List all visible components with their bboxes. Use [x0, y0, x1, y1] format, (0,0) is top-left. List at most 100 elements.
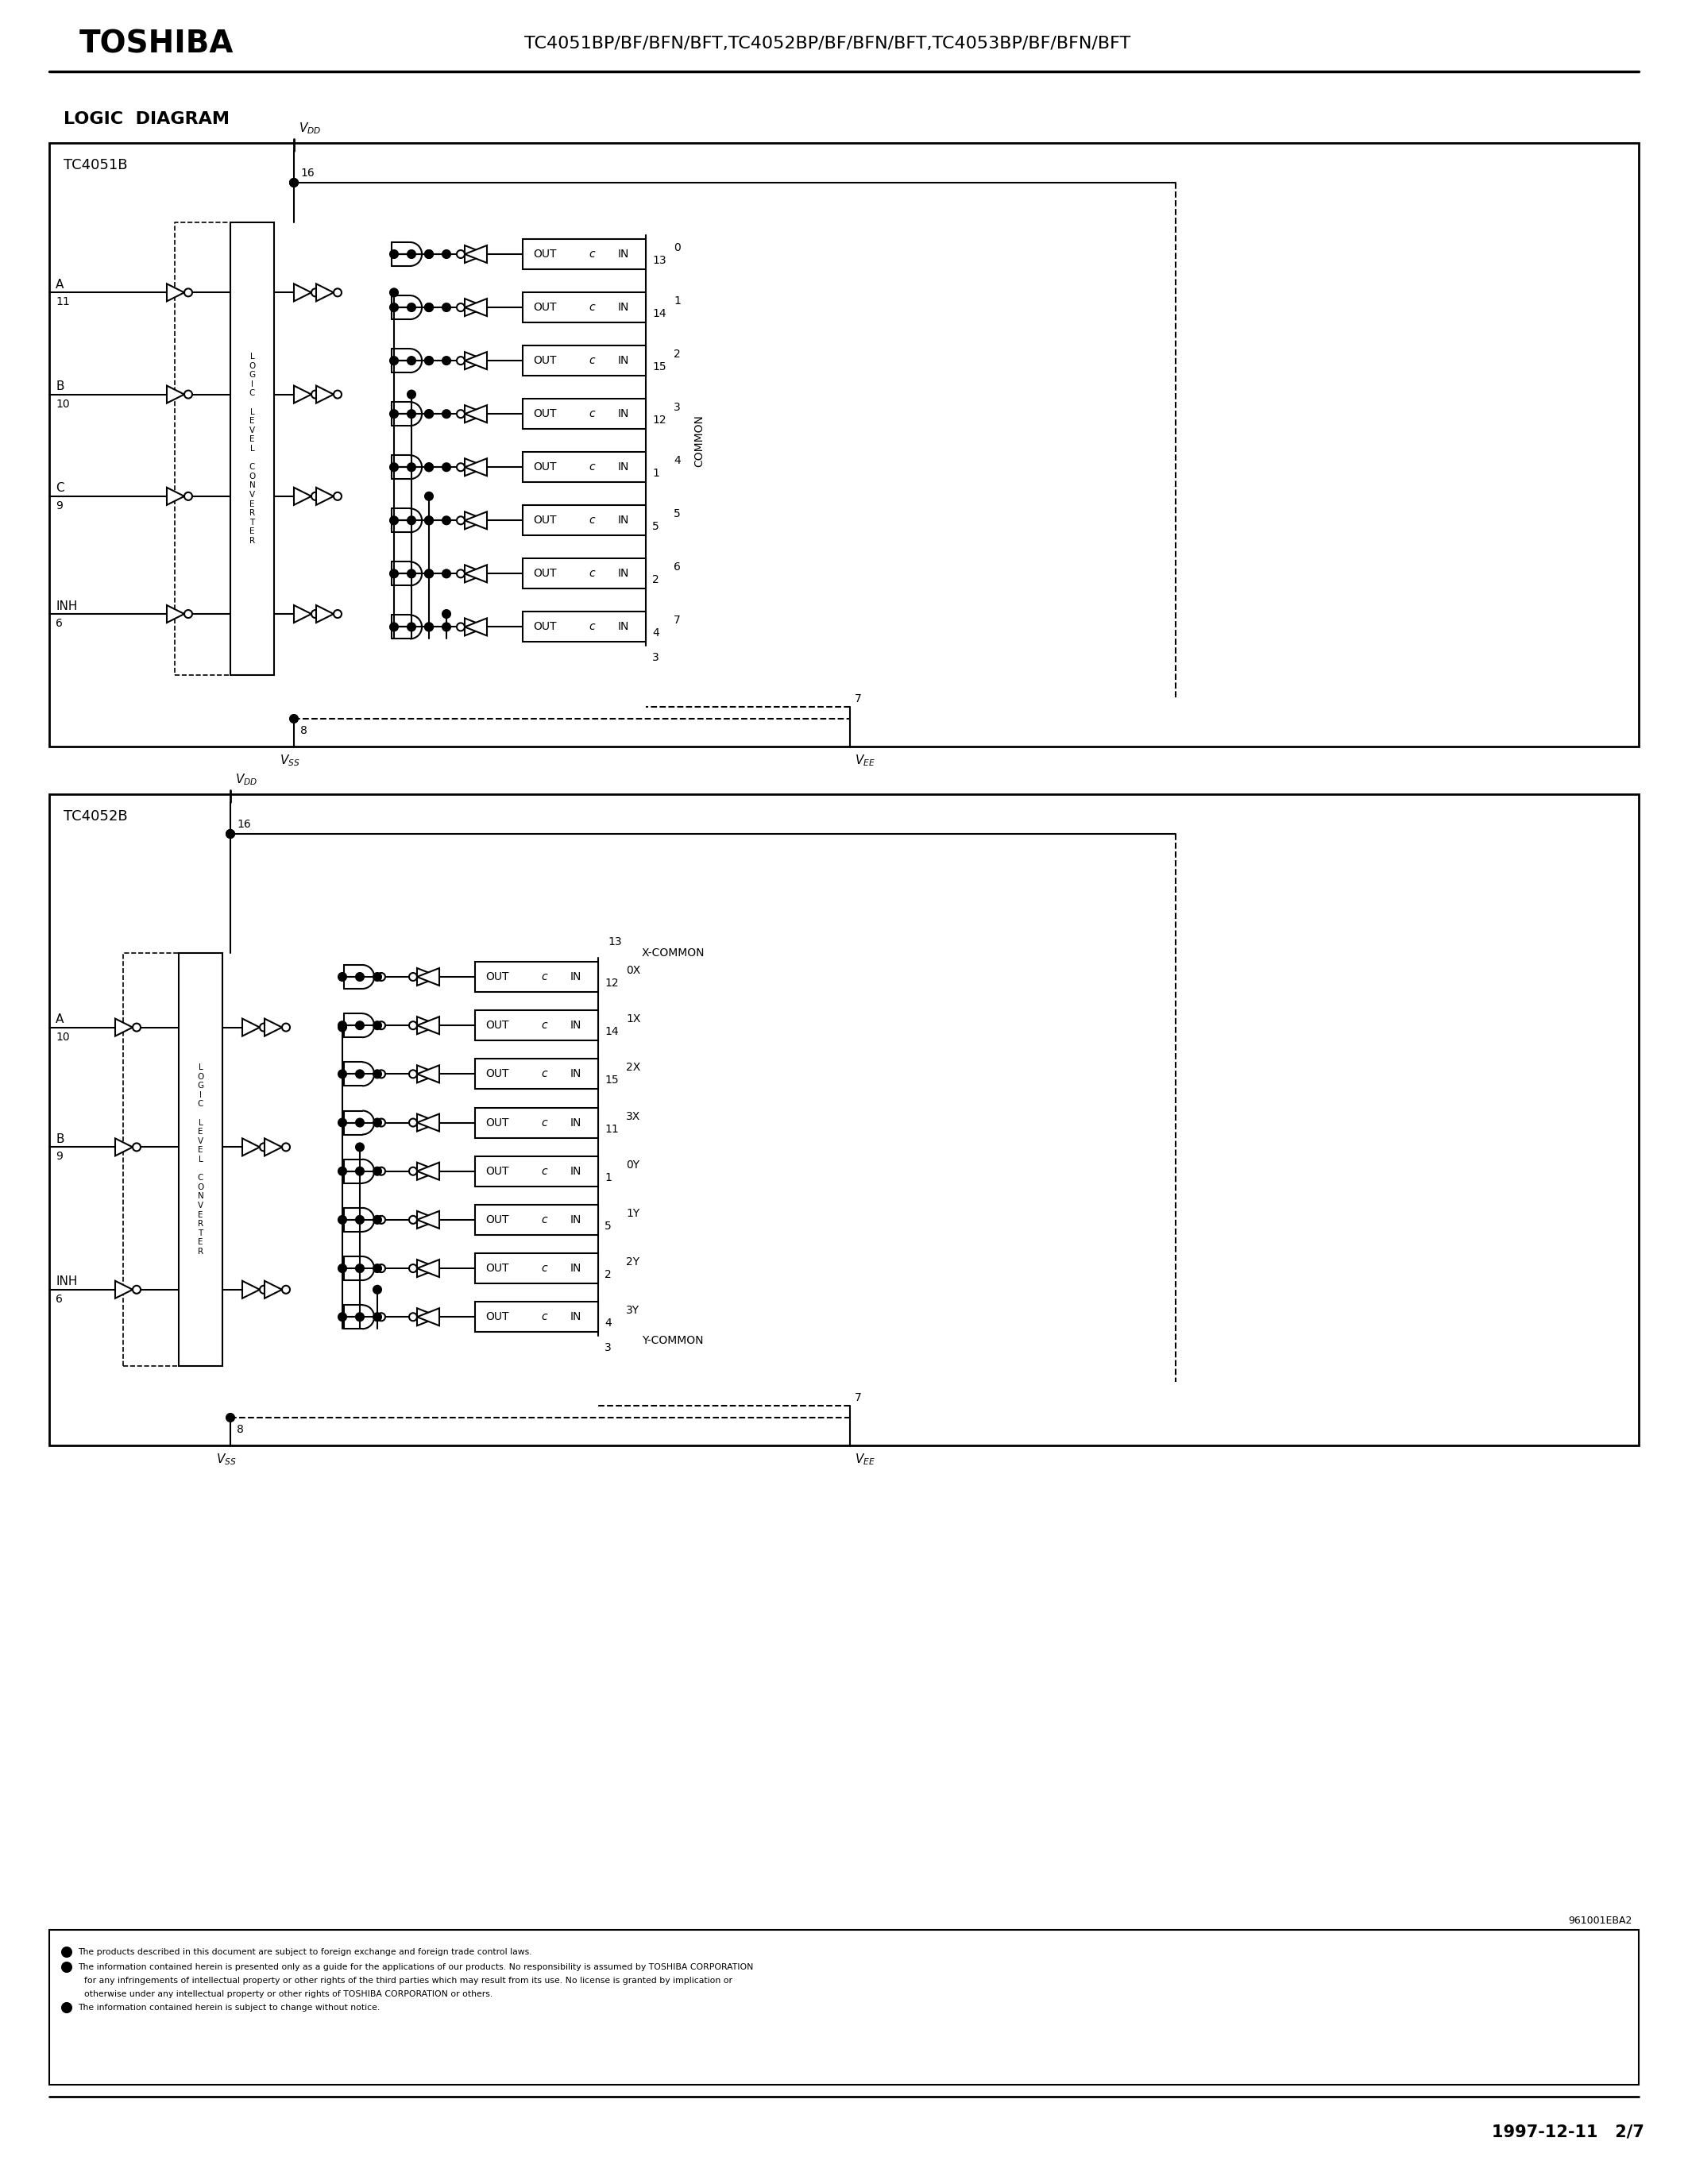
- Circle shape: [311, 609, 319, 618]
- Polygon shape: [417, 1212, 439, 1230]
- Text: 11: 11: [56, 297, 69, 308]
- Polygon shape: [464, 566, 486, 583]
- Polygon shape: [417, 1212, 439, 1230]
- Text: 5: 5: [604, 1221, 611, 1232]
- Circle shape: [390, 356, 398, 365]
- Circle shape: [338, 972, 346, 981]
- Text: OUT: OUT: [486, 1116, 510, 1129]
- Circle shape: [425, 304, 432, 312]
- Text: 8: 8: [236, 1424, 243, 1435]
- Text: c: c: [589, 408, 594, 419]
- Text: 3X: 3X: [626, 1112, 640, 1123]
- Circle shape: [373, 1070, 381, 1079]
- Text: B: B: [56, 1133, 64, 1144]
- Polygon shape: [294, 605, 311, 622]
- Text: 5: 5: [674, 509, 680, 520]
- Circle shape: [133, 1142, 140, 1151]
- Circle shape: [425, 304, 432, 312]
- Circle shape: [260, 1286, 268, 1293]
- Polygon shape: [464, 566, 486, 583]
- Polygon shape: [316, 487, 334, 505]
- Text: Y-COMMON: Y-COMMON: [641, 1334, 704, 1345]
- Text: c: c: [540, 972, 547, 983]
- Circle shape: [133, 1024, 140, 1031]
- Polygon shape: [464, 511, 486, 529]
- Text: L
O
G
I
C
 
L
E
V
E
L
 
C
O
N
V
E
R
T
E
R: L O G I C L E V E L C O N V E R T E R: [248, 352, 255, 544]
- Circle shape: [407, 356, 415, 365]
- Circle shape: [442, 251, 451, 258]
- Text: 1: 1: [652, 467, 660, 478]
- Text: 0X: 0X: [626, 965, 640, 976]
- Circle shape: [62, 2003, 71, 2011]
- Bar: [474, 1254, 598, 1284]
- Text: TC4052B: TC4052B: [64, 810, 128, 823]
- Circle shape: [378, 1265, 385, 1273]
- Bar: [474, 1059, 598, 1090]
- Text: c: c: [540, 1262, 547, 1273]
- Circle shape: [290, 179, 297, 186]
- Circle shape: [373, 1265, 381, 1273]
- Text: 15: 15: [652, 360, 667, 373]
- Bar: [474, 1011, 598, 1040]
- Text: 2Y: 2Y: [626, 1256, 640, 1267]
- Circle shape: [425, 491, 432, 500]
- Polygon shape: [243, 1138, 260, 1155]
- Polygon shape: [294, 284, 311, 301]
- Polygon shape: [464, 511, 486, 529]
- Text: IN: IN: [618, 515, 630, 526]
- Text: 16: 16: [300, 168, 314, 179]
- Circle shape: [457, 515, 464, 524]
- Circle shape: [408, 1265, 417, 1273]
- Text: c: c: [589, 568, 594, 579]
- Circle shape: [373, 1166, 381, 1175]
- Polygon shape: [167, 387, 184, 404]
- Text: 1: 1: [604, 1173, 611, 1184]
- Bar: [230, 223, 273, 675]
- Text: 4: 4: [674, 454, 680, 467]
- Text: c: c: [589, 249, 594, 260]
- Text: 12: 12: [604, 978, 618, 989]
- Polygon shape: [417, 1114, 439, 1131]
- Circle shape: [442, 304, 451, 312]
- Text: OUT: OUT: [486, 1262, 510, 1273]
- Circle shape: [373, 1313, 381, 1321]
- Circle shape: [442, 570, 451, 577]
- Text: $V_{SS}$: $V_{SS}$: [280, 753, 300, 769]
- Polygon shape: [464, 245, 486, 262]
- Text: 11: 11: [604, 1123, 618, 1133]
- Circle shape: [425, 622, 432, 631]
- Circle shape: [408, 1166, 417, 1175]
- Circle shape: [373, 1286, 381, 1293]
- Circle shape: [390, 622, 398, 631]
- Text: 3: 3: [652, 653, 658, 664]
- Polygon shape: [265, 1138, 282, 1155]
- Text: 14: 14: [652, 308, 667, 319]
- Text: 1997-12-11   2/7: 1997-12-11 2/7: [1492, 2125, 1644, 2140]
- Circle shape: [442, 356, 451, 365]
- Bar: [523, 293, 647, 323]
- Circle shape: [184, 391, 192, 397]
- Circle shape: [408, 1070, 417, 1079]
- Circle shape: [425, 356, 432, 365]
- Circle shape: [356, 1216, 365, 1223]
- Polygon shape: [115, 1280, 133, 1297]
- Text: c: c: [540, 1310, 547, 1324]
- Text: IN: IN: [571, 1068, 582, 1079]
- Circle shape: [457, 356, 464, 365]
- Circle shape: [408, 1022, 417, 1029]
- Circle shape: [407, 515, 415, 524]
- Circle shape: [356, 1118, 365, 1127]
- Polygon shape: [464, 299, 486, 317]
- Circle shape: [282, 1142, 290, 1151]
- Bar: [49, 1931, 1639, 2086]
- Text: 15: 15: [604, 1075, 618, 1085]
- Text: 10: 10: [56, 1031, 69, 1042]
- Bar: [523, 612, 647, 642]
- Circle shape: [442, 463, 451, 472]
- Circle shape: [356, 1142, 365, 1151]
- Circle shape: [407, 411, 415, 417]
- Polygon shape: [115, 1138, 133, 1155]
- Circle shape: [226, 830, 235, 839]
- Text: TC4051BP/BF/BFN/BFT,TC4052BP/BF/BFN/BFT,TC4053BP/BF/BFN/BFT: TC4051BP/BF/BFN/BFT,TC4052BP/BF/BFN/BFT,…: [525, 35, 1131, 52]
- Polygon shape: [464, 459, 486, 476]
